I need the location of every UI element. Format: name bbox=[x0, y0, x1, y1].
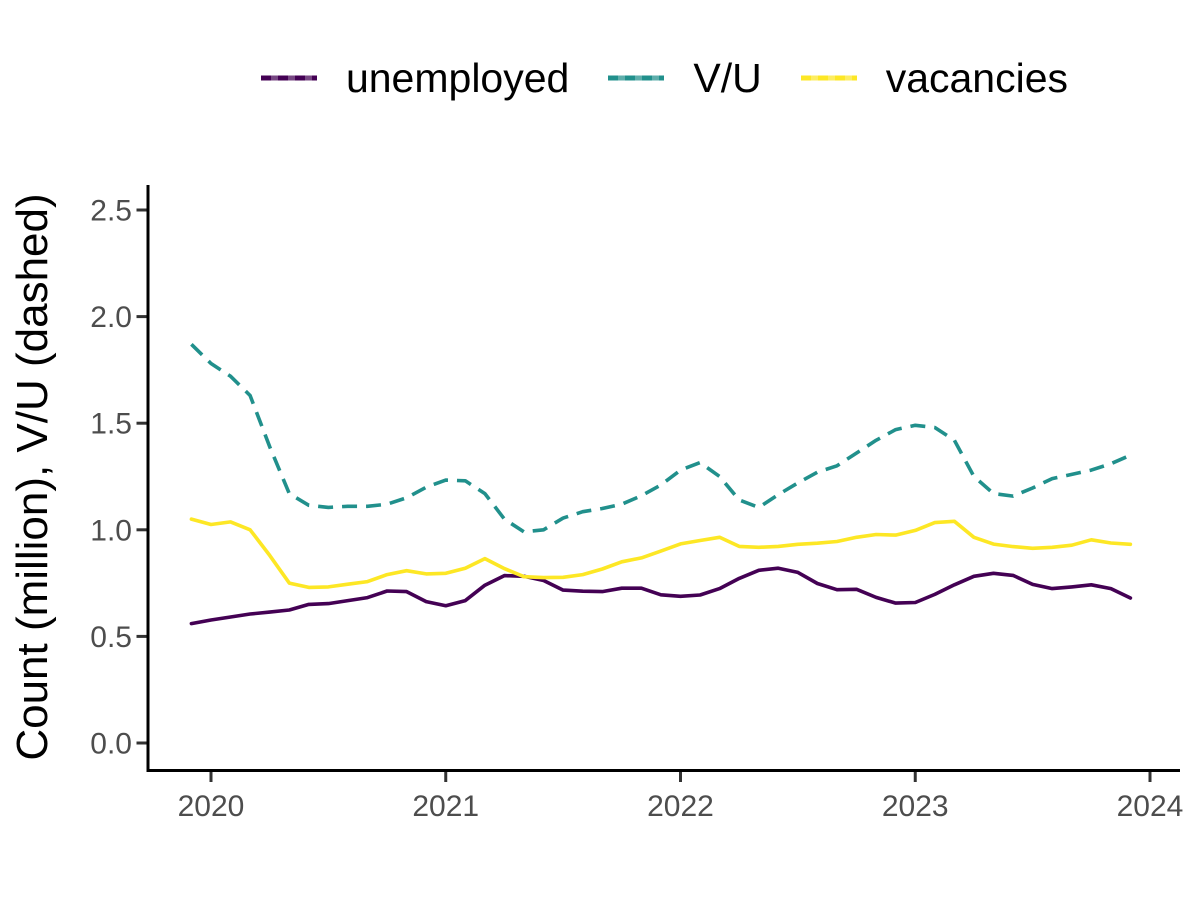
y-tick-label: 0.5 bbox=[90, 621, 132, 654]
legend: unemployed V/U vacancies bbox=[148, 50, 1180, 106]
y-tick-label: 1.0 bbox=[90, 514, 132, 547]
x-tick-label: 2021 bbox=[412, 790, 479, 823]
legend-label-vu: V/U bbox=[693, 54, 762, 101]
series-line-v-u bbox=[190, 343, 1132, 534]
series-line-vacancies bbox=[189, 517, 1133, 590]
y-tick-label: 1.5 bbox=[90, 408, 132, 441]
legend-key-line-icon bbox=[800, 75, 857, 81]
legend-key-line-icon bbox=[608, 75, 665, 81]
legend-label-vacancies: vacancies bbox=[885, 54, 1069, 101]
series-line-unemployed bbox=[189, 566, 1133, 626]
legend-item-unemployed: unemployed bbox=[260, 54, 570, 101]
legend-item-vu: V/U bbox=[607, 54, 762, 101]
legend-label-unemployed: unemployed bbox=[345, 54, 570, 101]
y-tick-label: 2.5 bbox=[90, 195, 132, 228]
y-tick-label: 0.0 bbox=[90, 728, 132, 761]
x-tick-label: 2024 bbox=[1117, 790, 1184, 823]
legend-key-line-icon bbox=[260, 75, 317, 81]
y-tick-label: 2.0 bbox=[90, 301, 132, 334]
x-tick-label: 2022 bbox=[647, 790, 714, 823]
x-tick-label: 2020 bbox=[178, 790, 245, 823]
x-tick-label: 2023 bbox=[882, 790, 949, 823]
legend-item-vacancies: vacancies bbox=[800, 54, 1069, 101]
